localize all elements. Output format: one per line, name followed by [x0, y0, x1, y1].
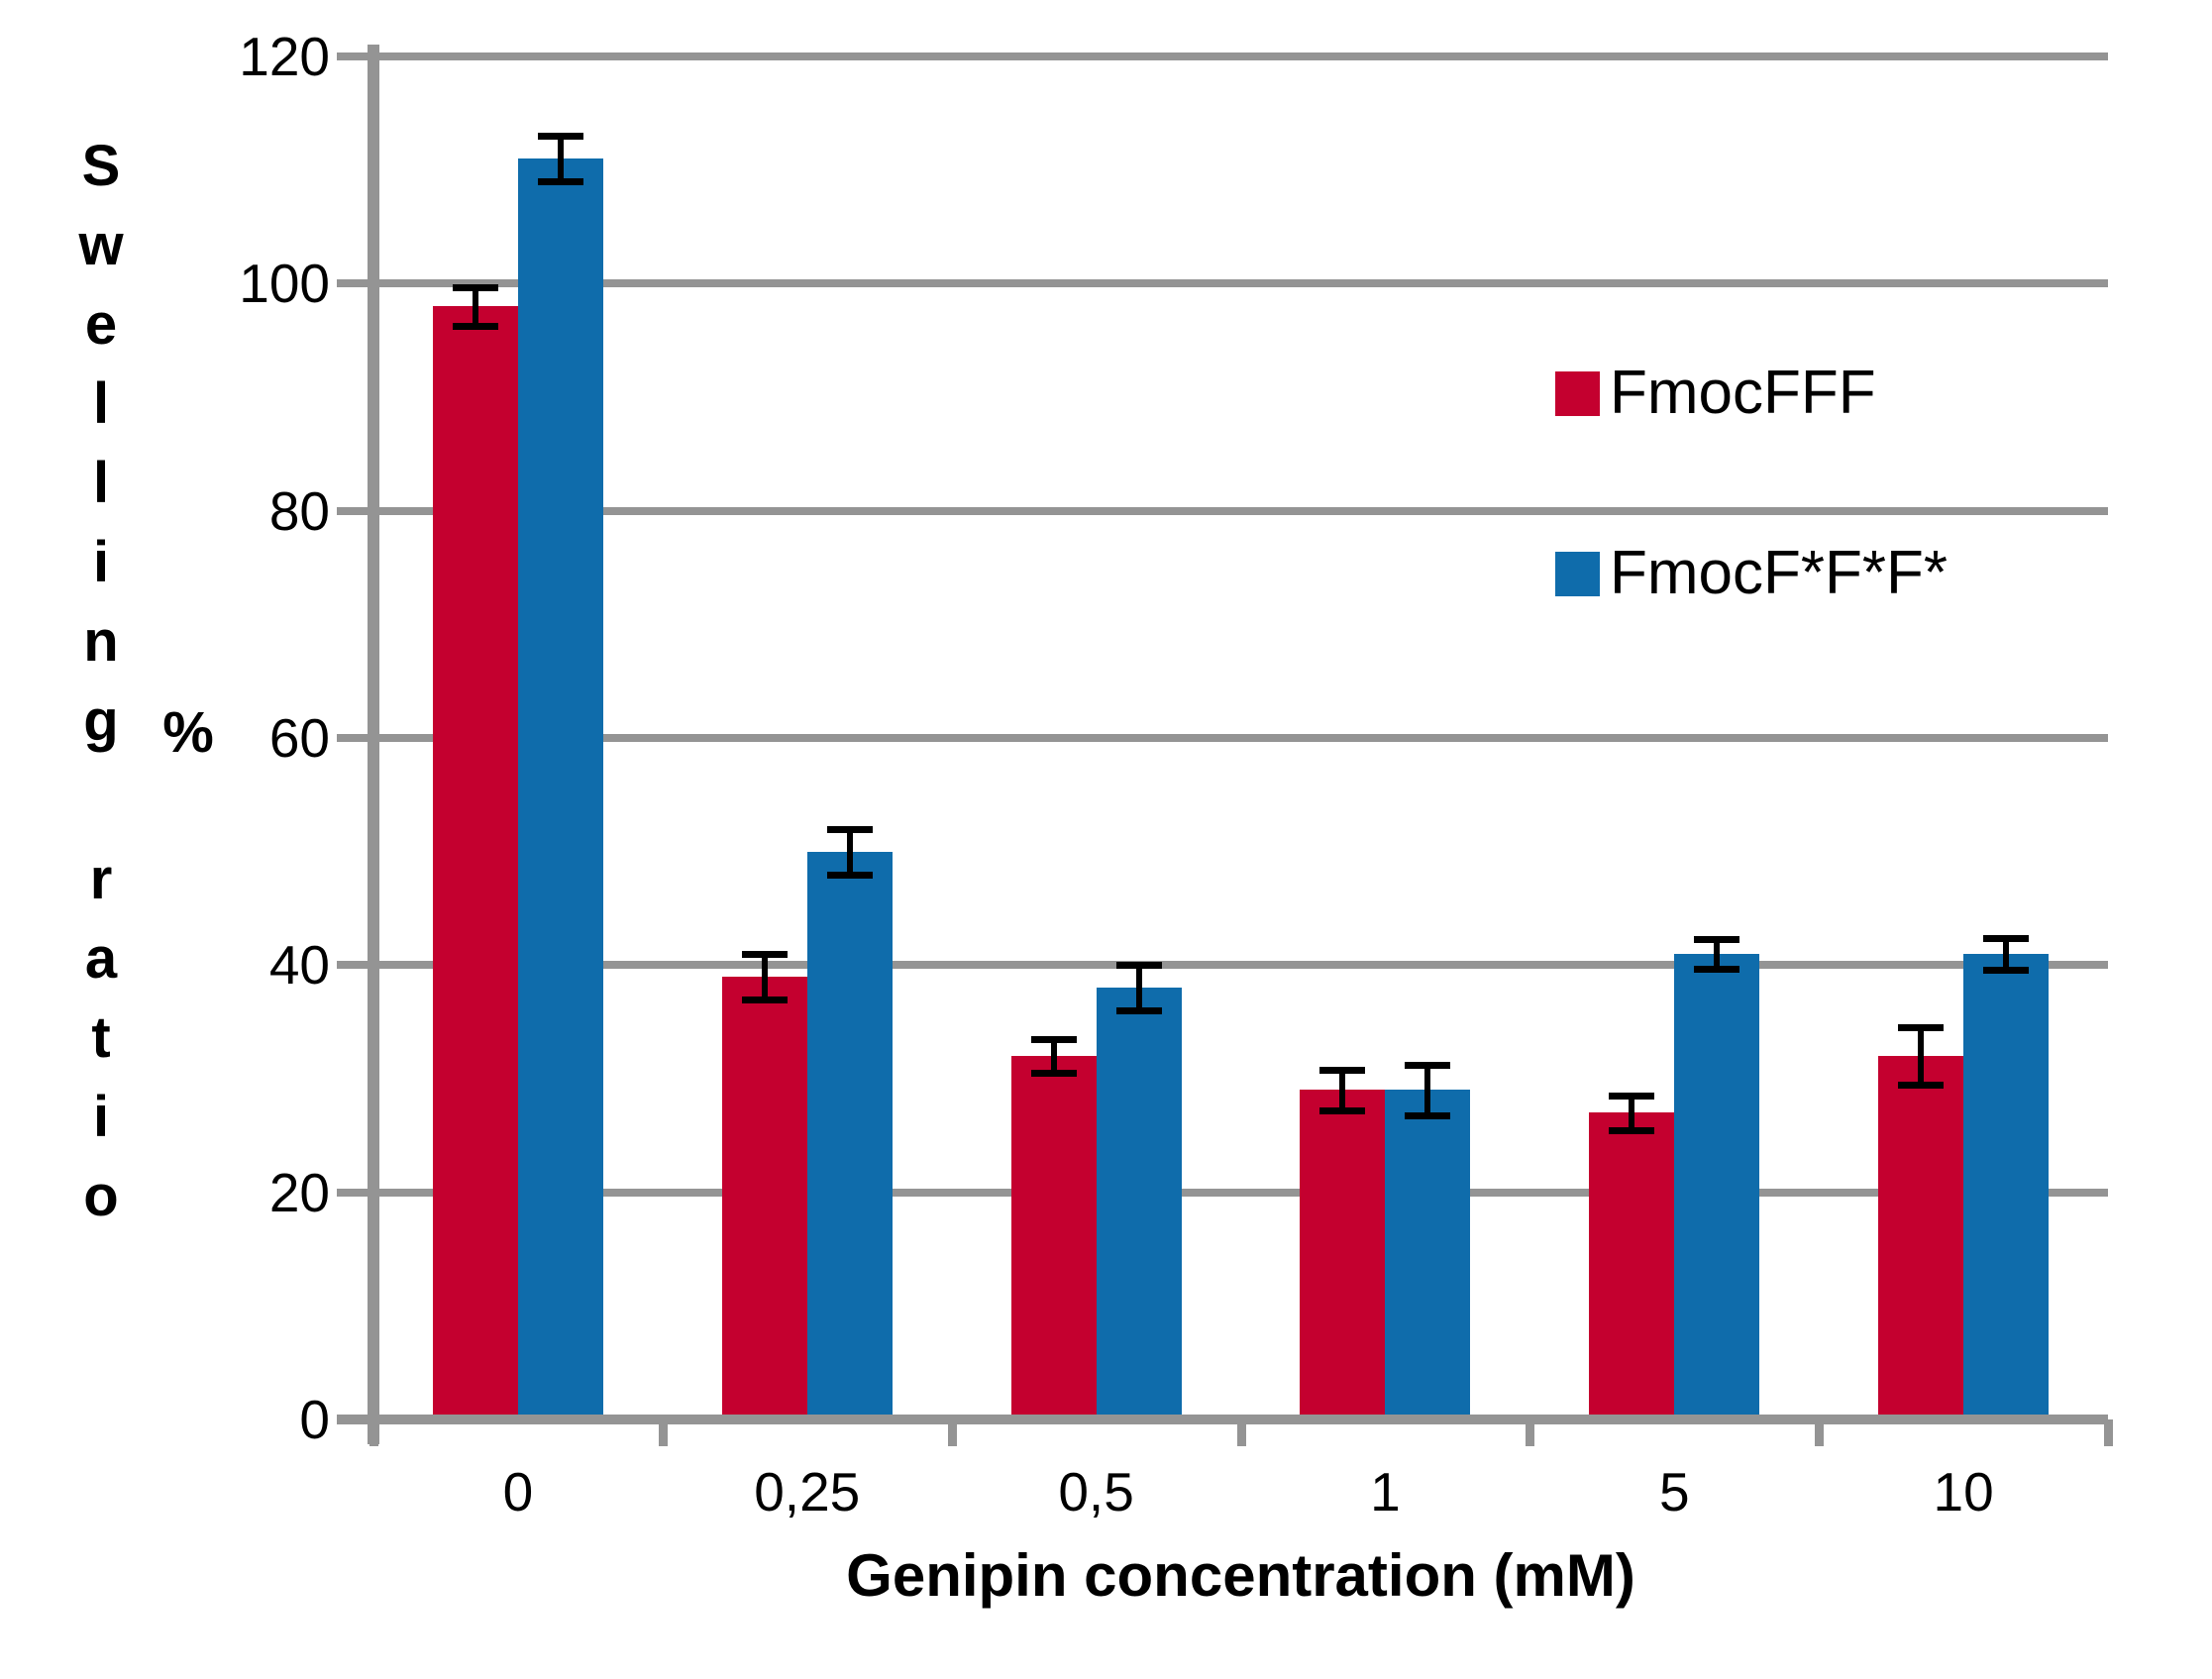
y-tick-label-40: 40 — [268, 934, 330, 997]
x-boundary-tick-6 — [2104, 1419, 2113, 1446]
error-bar-line-0-2 — [1050, 1038, 1057, 1074]
y-tick-label-100: 100 — [239, 253, 330, 315]
y-tick-label-120: 120 — [239, 26, 330, 87]
legend-swatch-fmocf-star — [1555, 551, 1600, 596]
bar-fmocfff-0 — [517, 158, 603, 1419]
x-boundary-tick-4 — [1526, 1419, 1535, 1446]
bar-fmocfff-1 — [721, 976, 807, 1419]
error-bar-cap-bottom-0-4 — [1609, 1126, 1655, 1134]
gridline-60 — [337, 734, 2108, 742]
y-axis-unit-label: % — [162, 700, 214, 765]
gridline-20 — [337, 1188, 2108, 1197]
error-bar-line-1-4 — [1714, 938, 1721, 969]
error-bar-cap-bottom-0-5 — [1898, 1081, 1945, 1089]
error-bar-cap-bottom-0-3 — [1319, 1107, 1366, 1115]
error-bar-cap-top-1-3 — [1405, 1062, 1451, 1070]
error-bar-cap-bottom-0-1 — [741, 996, 788, 1003]
error-bar-line-1-5 — [2003, 937, 2010, 970]
error-bar-line-1-3 — [1424, 1065, 1431, 1115]
x-axis-line — [337, 1415, 2108, 1424]
y-tick-label-0: 0 — [299, 1389, 330, 1450]
x-boundary-tick-1 — [658, 1419, 668, 1446]
bar-fmocfff-5 — [1963, 953, 2050, 1419]
x-boundary-tick-3 — [1236, 1419, 1246, 1446]
y-tick-label-20: 20 — [268, 1161, 330, 1223]
bar-fmocfff-1 — [806, 851, 893, 1419]
bar-fmocfff-2 — [1010, 1056, 1097, 1419]
bar-fmocfff-5 — [1878, 1056, 1964, 1419]
error-bar-cap-top-0-1 — [741, 950, 788, 958]
legend-label-fmocf-star: FmocF*F*F* — [1610, 539, 1948, 607]
legend-swatch-fmocfff — [1555, 370, 1600, 416]
legend-label-fmocfff: FmocFFF — [1610, 359, 1876, 427]
error-bar-cap-top-0-2 — [1030, 1035, 1077, 1043]
x-tick-label-1: 0,25 — [754, 1461, 861, 1522]
error-bar-cap-top-0-3 — [1319, 1066, 1366, 1074]
error-bar-cap-top-0-0 — [452, 283, 498, 291]
error-bar-line-1-1 — [846, 828, 853, 875]
error-bar-cap-bottom-1-5 — [1983, 966, 2030, 974]
error-bar-cap-bottom-1-2 — [1115, 1007, 1162, 1015]
x-tick-label-4: 5 — [1658, 1461, 1690, 1522]
error-bar-line-0-0 — [472, 286, 478, 326]
error-bar-line-1-0 — [557, 136, 564, 182]
gridline-40 — [337, 961, 2108, 970]
y-axis-title: S w e l l i n g r a t i o — [78, 134, 124, 1228]
x-boundary-tick-0 — [369, 1419, 378, 1446]
error-bar-cap-top-1-4 — [1694, 935, 1740, 943]
legend-entry-fmocf-star: FmocF*F*F* — [1555, 543, 1948, 604]
x-tick-label-5: 10 — [1933, 1461, 1994, 1522]
y-tick-label-60: 60 — [268, 707, 330, 769]
x-tick-label-2: 0,5 — [1058, 1461, 1134, 1522]
x-boundary-tick-5 — [1815, 1419, 1825, 1446]
error-bar-cap-top-1-0 — [537, 133, 583, 141]
bar-fmocfff-2 — [1096, 988, 1182, 1419]
error-bar-cap-bottom-1-0 — [537, 178, 583, 186]
legend-entry-fmocfff: FmocFFF — [1555, 363, 1876, 424]
gridline-80 — [337, 506, 2108, 515]
y-tick-label-80: 80 — [268, 479, 330, 542]
gridline-120 — [337, 52, 2108, 60]
gridline-100 — [337, 279, 2108, 288]
x-boundary-tick-2 — [947, 1419, 957, 1446]
error-bar-line-0-4 — [1629, 1096, 1635, 1130]
error-bar-line-1-2 — [1135, 965, 1142, 1011]
error-bar-cap-top-1-1 — [826, 825, 873, 833]
y-axis-line — [368, 45, 379, 1444]
error-bar-cap-top-0-5 — [1898, 1024, 1945, 1032]
error-bar-cap-bottom-1-3 — [1405, 1111, 1451, 1119]
error-bar-cap-top-1-5 — [1983, 934, 2030, 942]
bar-fmocfff-0 — [432, 306, 518, 1419]
error-bar-cap-bottom-1-4 — [1694, 965, 1740, 973]
x-axis-title: Genipin concentration (mM) — [846, 1542, 1635, 1609]
bar-fmocfff-3 — [1385, 1090, 1471, 1419]
error-bar-cap-bottom-0-0 — [452, 322, 498, 330]
error-bar-cap-top-1-2 — [1115, 962, 1162, 970]
bar-fmocfff-4 — [1674, 953, 1760, 1419]
bar-fmocfff-4 — [1589, 1112, 1675, 1419]
error-bar-line-0-5 — [1918, 1027, 1925, 1085]
error-bar-cap-top-0-4 — [1609, 1093, 1655, 1101]
bar-fmocfff-3 — [1300, 1090, 1386, 1419]
error-bar-cap-bottom-1-1 — [826, 871, 873, 879]
x-tick-label-0: 0 — [502, 1461, 534, 1522]
error-bar-line-0-1 — [761, 953, 768, 999]
error-bar-cap-bottom-0-2 — [1030, 1070, 1077, 1078]
error-bar-line-0-3 — [1339, 1069, 1346, 1111]
x-tick-label-3: 1 — [1370, 1461, 1401, 1522]
